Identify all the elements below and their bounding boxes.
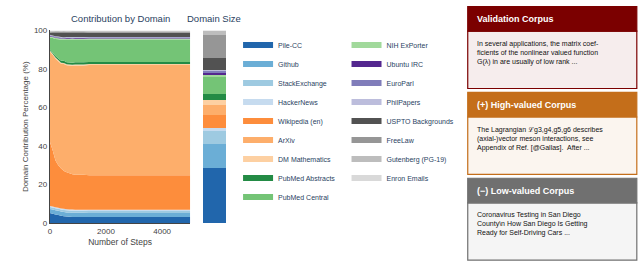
svg-text:2000: 2000 [97, 227, 115, 236]
svg-text:(−) Low-valued Corpus: (−) Low-valued Corpus [477, 186, 574, 196]
svg-text:ArXiv: ArXiv [278, 137, 295, 144]
svg-text:HackerNews: HackerNews [278, 99, 318, 106]
svg-text:The Lagrangian ℒg3,g4,g5,g6 de: The Lagrangian ℒg3,g4,g5,g6 describes(ax… [477, 126, 603, 152]
svg-text:PubMed Central: PubMed Central [278, 194, 329, 201]
svg-text:Contribution by Domain: Contribution by Domain [71, 13, 170, 24]
svg-text:60: 60 [38, 103, 47, 112]
svg-text:Domain Contribution Percentage: Domain Contribution Percentage (%) [21, 61, 30, 192]
svg-text:20: 20 [38, 180, 47, 189]
svg-text:Domain Size: Domain Size [187, 13, 241, 24]
svg-text:DM Mathematics: DM Mathematics [278, 156, 331, 163]
svg-text:80: 80 [38, 65, 47, 74]
svg-text:FreeLaw: FreeLaw [387, 137, 415, 144]
svg-text:USPTO Backgrounds: USPTO Backgrounds [387, 118, 454, 126]
svg-text:4000: 4000 [153, 227, 171, 236]
svg-text:Enron Emails: Enron Emails [387, 175, 429, 182]
svg-text:Wikipedia (en): Wikipedia (en) [278, 118, 323, 126]
svg-text:StackExchange: StackExchange [278, 80, 327, 88]
svg-text:Github: Github [278, 61, 299, 68]
svg-text:Number of Steps: Number of Steps [88, 237, 152, 247]
svg-text:0: 0 [43, 219, 48, 228]
svg-text:0: 0 [48, 227, 53, 236]
svg-text:PhilPapers: PhilPapers [387, 99, 421, 107]
svg-text:(+) High-valued Corpus: (+) High-valued Corpus [477, 100, 576, 110]
svg-text:EuroParl: EuroParl [387, 80, 415, 87]
svg-text:PubMed Abstracts: PubMed Abstracts [278, 175, 335, 182]
svg-text:NIH ExPorter: NIH ExPorter [387, 42, 429, 49]
svg-text:In several applications, the m: In several applications, the matrix coef… [477, 40, 599, 66]
svg-text:Coronavirus Testing in San Die: Coronavirus Testing in San DiegoCounty\n… [477, 211, 588, 237]
svg-text:Pile-CC: Pile-CC [278, 42, 302, 49]
svg-text:100: 100 [34, 26, 48, 35]
svg-text:Gutenberg (PG-19): Gutenberg (PG-19) [387, 156, 447, 164]
svg-text:Validation Corpus: Validation Corpus [477, 14, 554, 24]
svg-text:40: 40 [38, 142, 47, 151]
svg-text:Ubuntu IRC: Ubuntu IRC [387, 61, 424, 68]
